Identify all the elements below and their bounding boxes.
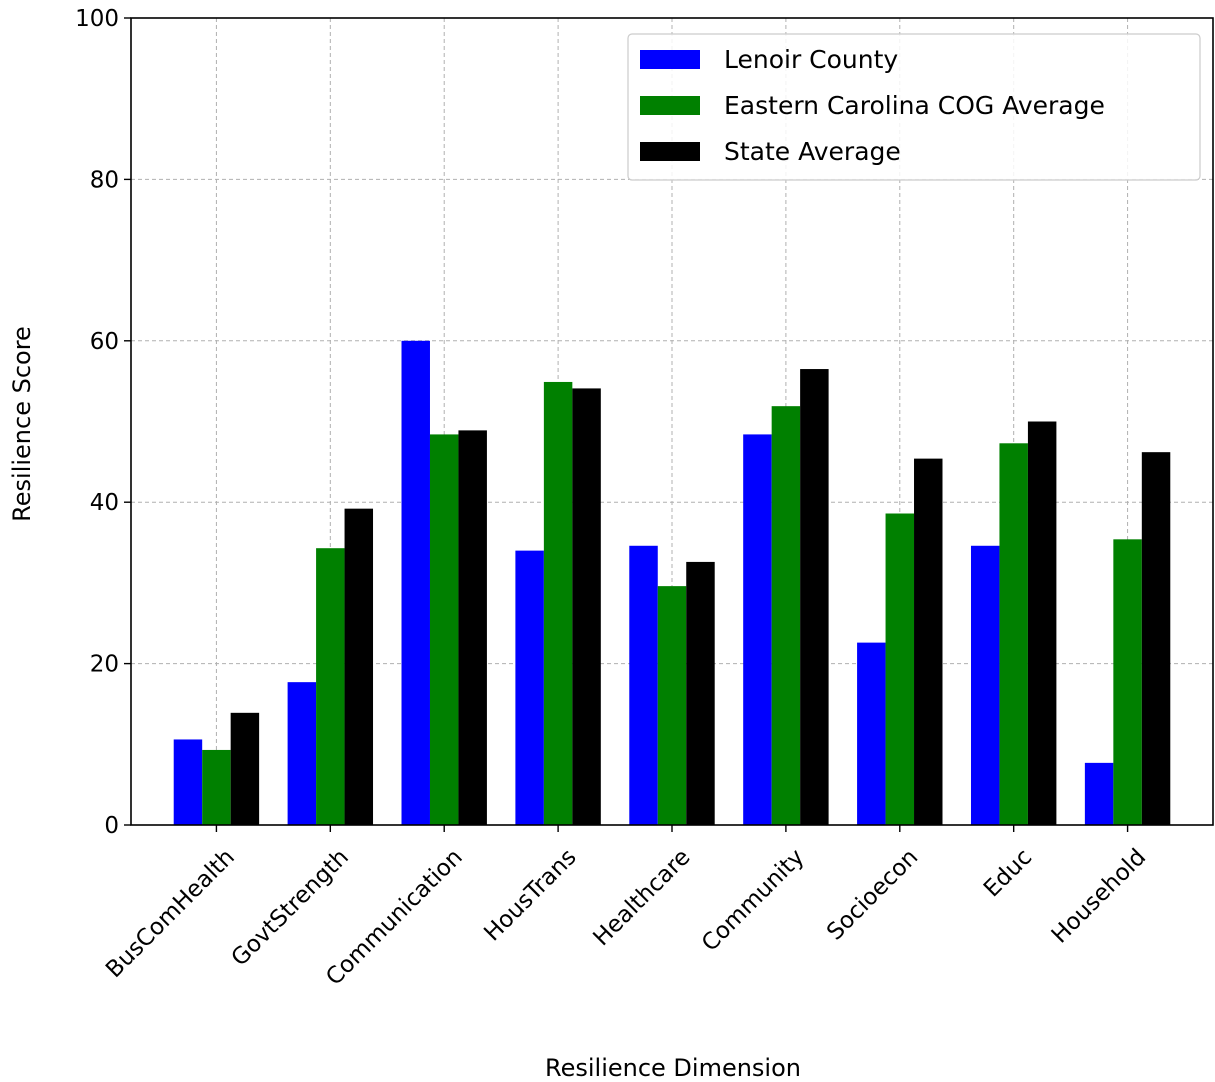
bars bbox=[173, 340, 1171, 825]
bar bbox=[515, 550, 544, 825]
bar bbox=[401, 340, 430, 825]
bar bbox=[800, 369, 829, 825]
x-tick-label: Socioecon bbox=[822, 844, 923, 945]
bar bbox=[970, 545, 1000, 825]
bar bbox=[857, 642, 886, 825]
y-tick-label: 40 bbox=[90, 490, 119, 516]
legend-swatch bbox=[640, 96, 700, 115]
x-tick-label: HousTrans bbox=[479, 844, 581, 946]
x-axis-title: Resilience Dimension bbox=[545, 1054, 801, 1082]
bar bbox=[287, 682, 317, 825]
bar bbox=[743, 434, 772, 825]
legend-box bbox=[627, 33, 1201, 181]
x-tick-label: Healthcare bbox=[589, 844, 696, 951]
bar bbox=[429, 434, 459, 825]
bar bbox=[771, 406, 801, 825]
x-tick-label: Household bbox=[1047, 844, 1151, 948]
bar bbox=[344, 508, 374, 825]
legend: Lenoir County Eastern Carolina COG Averag… bbox=[627, 33, 1201, 181]
bar bbox=[1084, 762, 1114, 825]
bar bbox=[202, 749, 231, 825]
bar bbox=[572, 388, 601, 825]
bar bbox=[173, 739, 203, 825]
legend-swatch bbox=[640, 142, 700, 161]
y-ticks: 0 20 40 60 80 100 bbox=[75, 6, 131, 839]
bar bbox=[1141, 452, 1171, 825]
y-tick-label: 20 bbox=[90, 652, 119, 678]
legend-label: Eastern Carolina COG Average bbox=[724, 91, 1105, 120]
x-tick-label: GovtStrength bbox=[227, 844, 354, 971]
legend-label: Lenoir County bbox=[724, 45, 898, 74]
legend-label: State Average bbox=[724, 137, 901, 166]
x-tick-label: BusComHealth bbox=[101, 844, 240, 983]
y-tick-label: 0 bbox=[104, 813, 119, 839]
bar bbox=[1113, 539, 1142, 825]
bar bbox=[543, 381, 573, 825]
bar bbox=[316, 548, 345, 825]
y-tick-label: 60 bbox=[90, 329, 119, 355]
bar bbox=[1027, 421, 1057, 825]
bar bbox=[629, 545, 658, 825]
bar bbox=[885, 513, 915, 825]
y-axis-title: Resilience Score bbox=[8, 326, 36, 522]
bar bbox=[657, 586, 687, 825]
x-tick-label: Community bbox=[697, 844, 810, 957]
legend-swatch bbox=[640, 50, 700, 69]
y-tick-label: 100 bbox=[75, 6, 119, 32]
bar bbox=[230, 712, 260, 825]
bar bbox=[686, 561, 715, 825]
x-tick-label: Educ bbox=[979, 844, 1037, 902]
bar bbox=[999, 443, 1028, 825]
bar bbox=[458, 430, 487, 825]
y-tick-label: 80 bbox=[90, 167, 119, 193]
bar bbox=[914, 458, 943, 825]
